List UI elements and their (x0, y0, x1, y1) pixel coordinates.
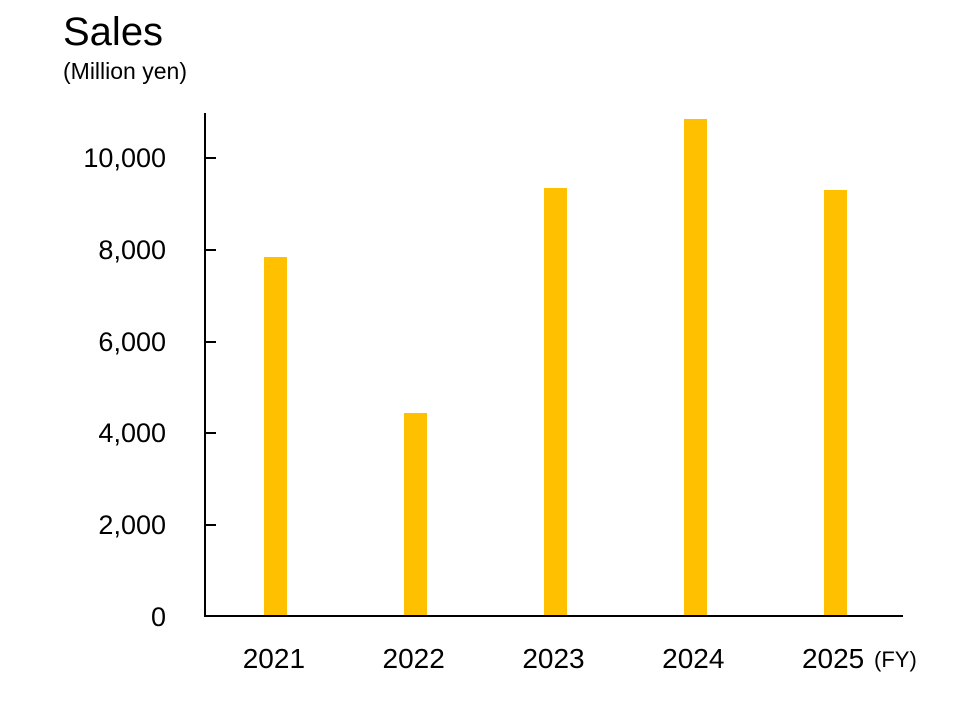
y-tick-label: 4,000 (98, 418, 166, 448)
x-tick-label-2023: 2023 (522, 643, 585, 674)
y-tick-mark (206, 524, 216, 526)
x-tick-label-2025: 2025 (801, 643, 865, 674)
y-tick-label: 10,000 (83, 143, 166, 173)
y-tick-mark (206, 157, 216, 159)
chart-title: Sales (63, 10, 164, 54)
x-axis-unit-label: (FY) (874, 647, 917, 672)
bar-2025 (823, 190, 847, 615)
y-tick-label: 2,000 (98, 510, 166, 540)
y-tick-mark (206, 249, 216, 251)
bar-2023 (544, 188, 567, 615)
y-tick-mark (206, 341, 216, 343)
plot-area (204, 113, 903, 617)
y-tick-label: 8,000 (98, 235, 166, 265)
y-tick-label: 6,000 (98, 327, 166, 357)
bar-2022 (404, 413, 428, 615)
bar-2021 (264, 257, 288, 615)
x-tick-label-2021: 2021 (242, 643, 306, 674)
bar-2024 (683, 119, 707, 615)
x-tick-label-2022: 2022 (382, 643, 445, 674)
chart-subtitle: (Million yen) (63, 58, 187, 84)
y-tick-label: 0 (150, 602, 166, 632)
x-tick-label-2024: 2024 (662, 643, 725, 674)
y-tick-mark (206, 432, 216, 434)
